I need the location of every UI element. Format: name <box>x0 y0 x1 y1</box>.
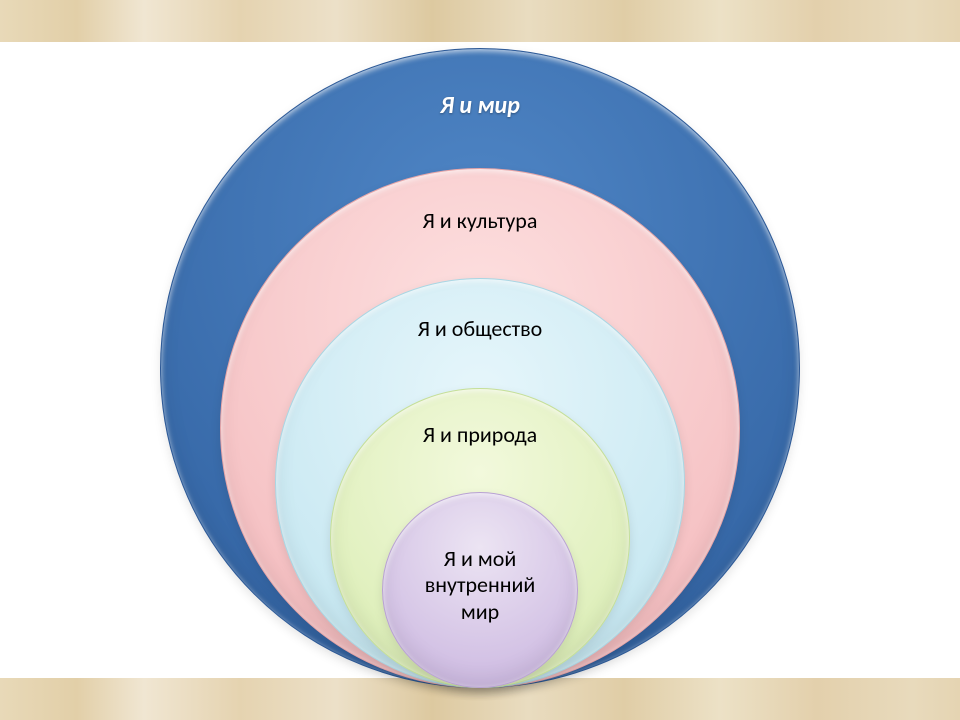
circle-label-nature: Я и природа <box>330 422 630 448</box>
diagram-stage: Я и мир Я и культура Я и общество Я и приро… <box>0 0 960 720</box>
circle-label-inner: Я и мой внутренний мир <box>382 546 578 625</box>
circle-label-world: Я и мир <box>160 92 800 121</box>
circle-label-culture: Я и культура <box>220 208 740 234</box>
circle-label-society: Я и общество <box>275 316 685 342</box>
